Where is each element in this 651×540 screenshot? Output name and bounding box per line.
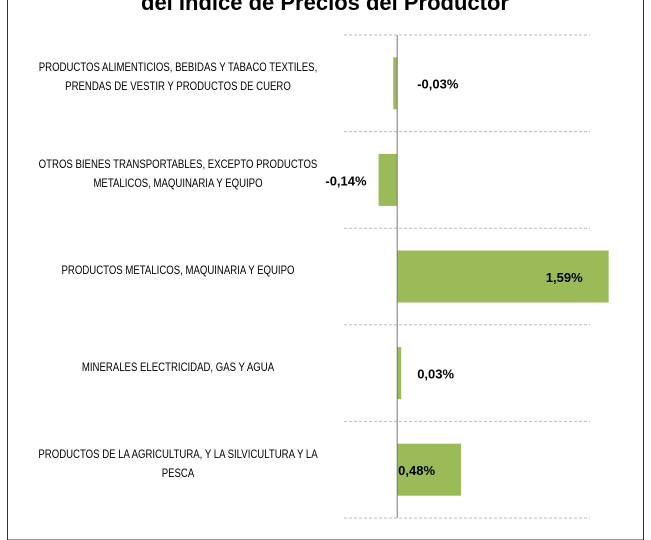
category-label: MINERALES ELECTRICIDAD, GAS Y AGUA (81, 359, 275, 374)
frame (7, 0, 644, 540)
category-label: PRODUCTOS METALICOS, MAQUINARIA Y EQUIPO (61, 263, 295, 277)
category-label: PRODUCTOS DE LA AGRICULTURA, Y LA SILVIC… (38, 446, 318, 480)
category-label: OTROS BIENES TRANSPORTABLES, EXCEPTO PRO… (38, 156, 318, 190)
value-label: -0,03% (417, 77, 459, 92)
bar (397, 250, 609, 303)
bar (397, 443, 462, 496)
bar (393, 57, 398, 110)
value-label: 0,03% (417, 367, 454, 382)
chart-title: del Índice de Precios del Productor (141, 0, 509, 15)
value-label: -0,14% (325, 173, 367, 188)
bar (378, 153, 398, 206)
bar (397, 347, 402, 400)
value-label: 1,59% (546, 270, 583, 285)
category-label: PRODUCTOS ALIMENTICIOS, BEBIDAS Y TABACO… (38, 60, 318, 94)
value-label: 0,48% (398, 463, 435, 478)
